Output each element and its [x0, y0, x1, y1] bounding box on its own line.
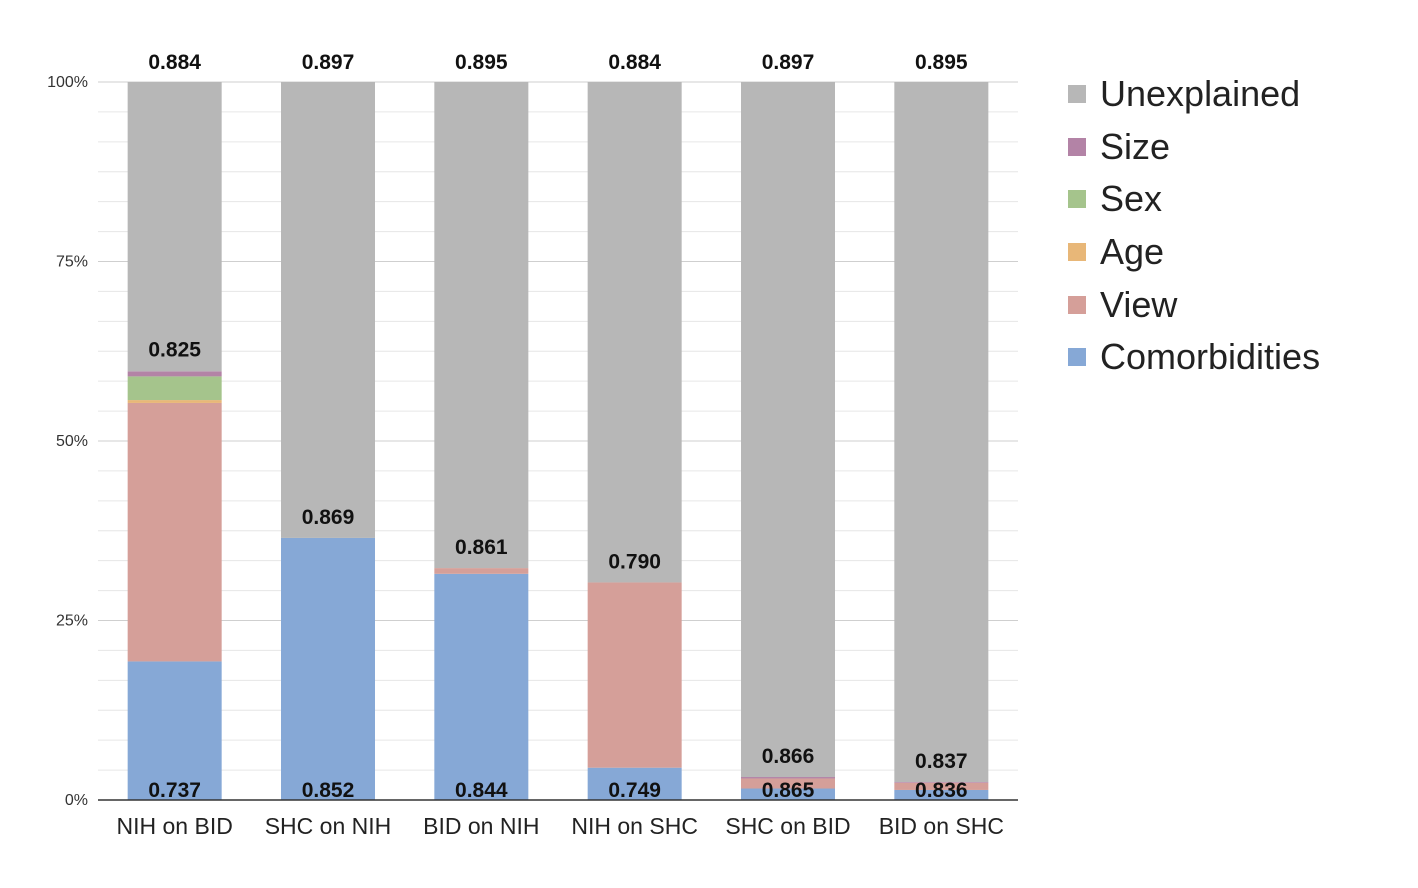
data-label-middle: 0.790 — [608, 550, 661, 573]
bar-segment-size — [741, 777, 835, 779]
legend-item-view: View — [1068, 278, 1320, 331]
data-label-top: 0.897 — [302, 51, 355, 74]
bar-segment-size — [894, 782, 989, 783]
data-label-top: 0.895 — [455, 51, 508, 74]
x-tick-label: NIH on BID — [117, 813, 233, 839]
legend-label: Unexplained — [1100, 73, 1301, 115]
data-label-middle: 0.837 — [915, 750, 968, 773]
x-tick-label: SHC on BID — [725, 813, 850, 839]
legend-item-comorbidities: Comorbidities — [1068, 331, 1320, 384]
legend: Unexplained Size Sex Age View Comorbidities — [1068, 68, 1320, 384]
bar-segment-comorbidities — [127, 661, 222, 800]
data-label-top: 0.884 — [148, 51, 201, 74]
bar-segment-view — [741, 778, 835, 789]
data-label-top: 0.884 — [608, 51, 661, 74]
bar-segment-unexplained — [281, 82, 375, 538]
y-tick-label: 75% — [56, 254, 88, 271]
legend-item-size: Size — [1068, 121, 1320, 174]
data-label-bottom: 0.865 — [762, 779, 815, 802]
data-label-bottom: 0.749 — [608, 779, 661, 802]
y-tick-label: 25% — [56, 613, 88, 630]
bar-segment-unexplained — [434, 82, 529, 569]
legend-swatch — [1068, 243, 1086, 262]
x-tick-label: SHC on NIH — [265, 813, 392, 839]
bar-segment-view — [434, 568, 529, 574]
data-label-bottom: 0.844 — [455, 779, 508, 802]
bar-segment-comorbidities — [281, 537, 375, 800]
bar-segment-age — [127, 400, 222, 403]
legend-item-age: Age — [1068, 226, 1320, 279]
legend-swatch — [1068, 190, 1086, 209]
legend-label: View — [1100, 283, 1178, 325]
legend-item-sex: Sex — [1068, 173, 1320, 226]
legend-label: Sex — [1100, 178, 1163, 220]
legend-swatch — [1068, 348, 1086, 367]
bar-segment-sex — [127, 376, 222, 401]
data-label-top: 0.897 — [762, 51, 815, 74]
y-tick-label: 50% — [56, 433, 88, 450]
bar-segment-comorbidities — [894, 789, 989, 800]
bar-segment-view — [894, 782, 989, 790]
bar-segment-unexplained — [894, 82, 989, 783]
data-label-middle: 0.825 — [148, 339, 201, 362]
x-tick-label: BID on NIH — [423, 813, 539, 839]
data-label-bottom: 0.836 — [915, 779, 968, 802]
bar-segment-unexplained — [127, 82, 222, 372]
bar-segment-unexplained — [587, 82, 682, 583]
legend-label: Size — [1100, 125, 1171, 167]
data-label-middle: 0.866 — [762, 745, 815, 768]
bar-segment-comorbidities — [741, 788, 835, 800]
bar-segment-comorbidities — [587, 767, 682, 800]
legend-label: Comorbidities — [1100, 336, 1321, 378]
x-tick-label: BID on SHC — [879, 813, 1004, 839]
y-tick-label: 0% — [65, 792, 88, 809]
x-tick-label: NIH on SHC — [571, 813, 698, 839]
bar-segment-view — [587, 582, 682, 768]
data-label-bottom: 0.852 — [302, 779, 355, 802]
data-label-top: 0.895 — [915, 51, 968, 74]
data-label-middle: 0.861 — [455, 536, 508, 559]
y-tick-label: 100% — [47, 74, 88, 91]
data-label-bottom: 0.737 — [148, 779, 201, 802]
data-label-middle: 0.869 — [302, 506, 355, 529]
legend-swatch — [1068, 137, 1086, 156]
bar-segment-view — [127, 402, 222, 662]
legend-swatch — [1068, 295, 1086, 314]
bar-segment-size — [127, 371, 222, 377]
bar-segment-comorbidities — [434, 573, 529, 800]
legend-swatch — [1068, 85, 1086, 104]
legend-item-unexplained: Unexplained — [1068, 68, 1320, 121]
legend-label: Age — [1100, 231, 1165, 273]
bar-segment-unexplained — [741, 82, 835, 778]
